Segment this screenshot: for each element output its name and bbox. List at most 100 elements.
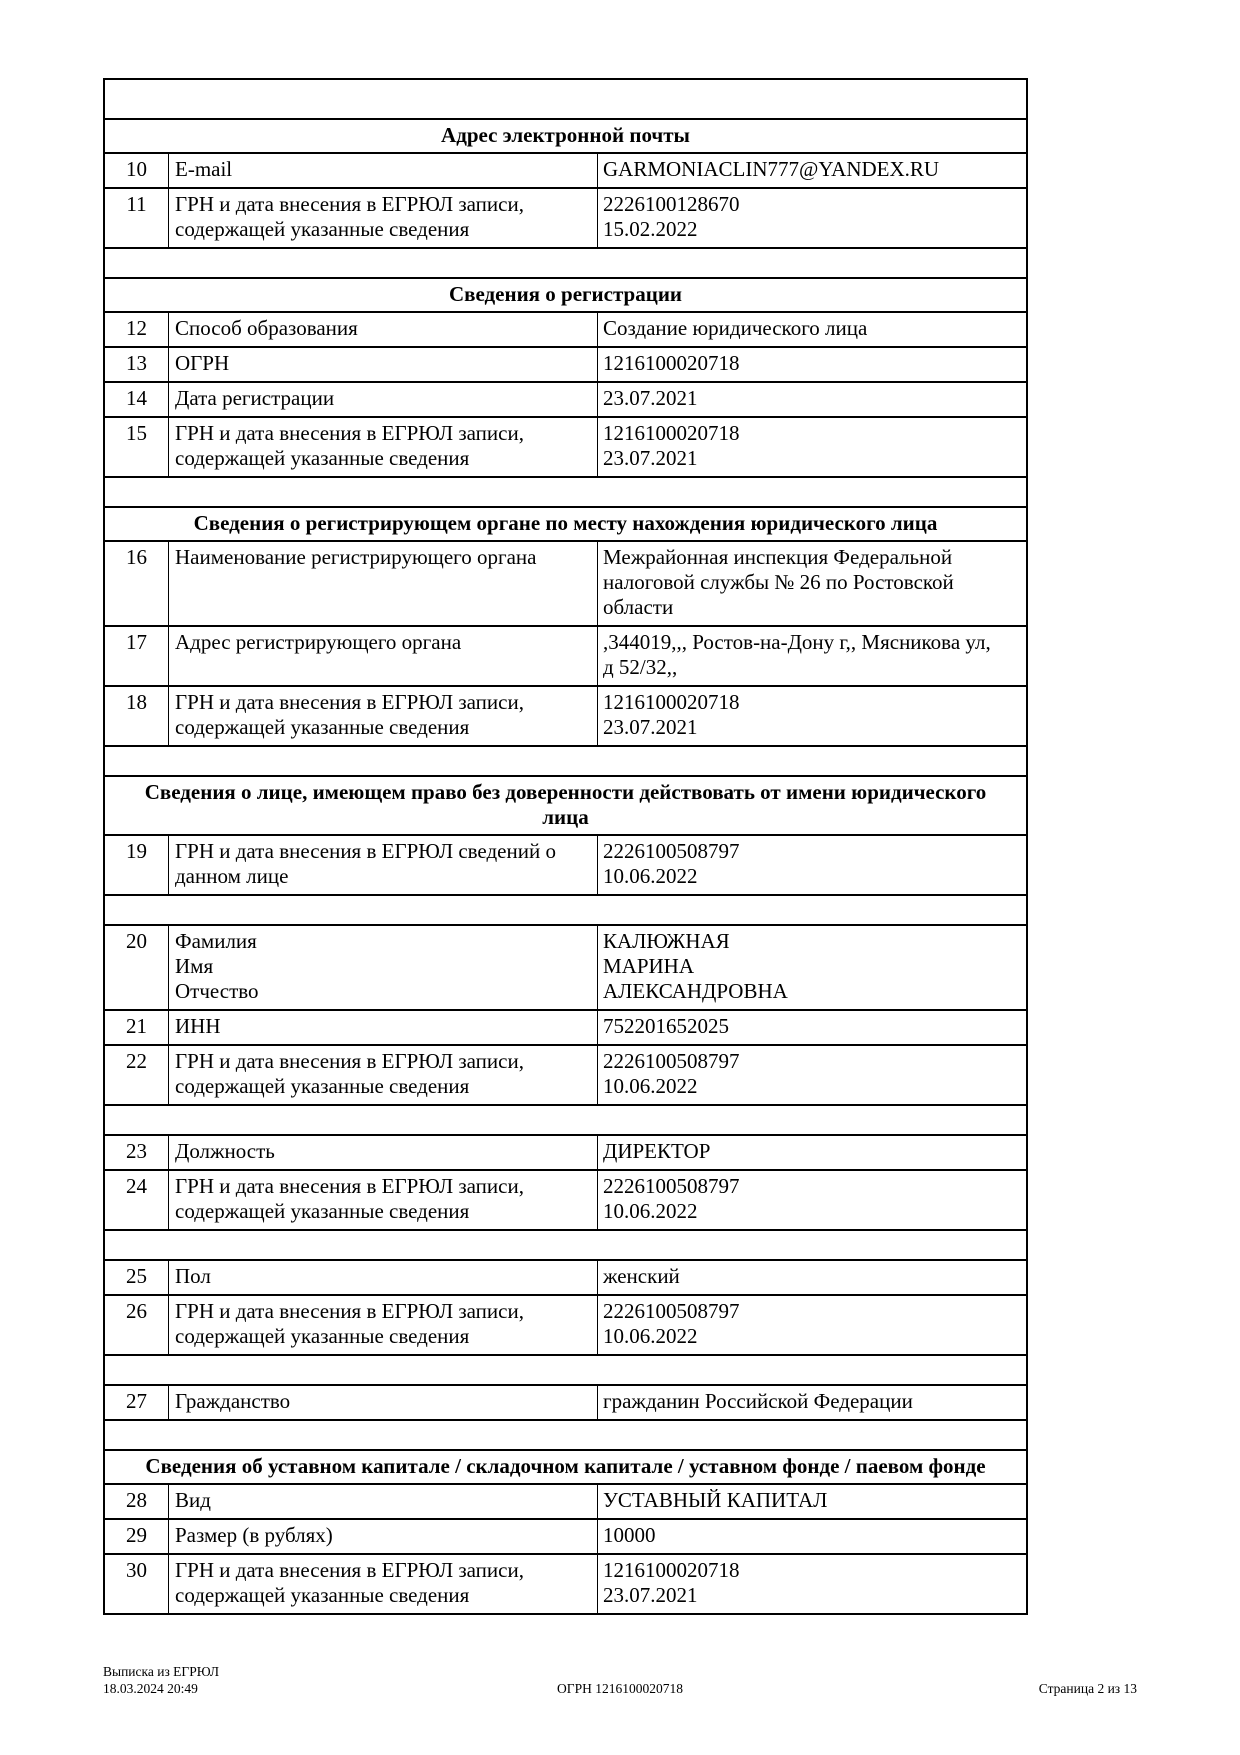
footer-datetime: 18.03.2024 20:49 <box>103 1681 198 1696</box>
row-label: Вид <box>169 1485 598 1518</box>
row-number: 21 <box>105 1011 169 1044</box>
section-header-line: Сведения о регистрации <box>448 282 683 306</box>
row-label-line: Имя <box>175 954 214 978</box>
row-label-line: содержащей указанные сведения <box>175 446 470 470</box>
row-label-line: содержащей указанные сведения <box>175 1324 470 1348</box>
row-number: 28 <box>105 1485 169 1518</box>
separator-row <box>105 747 1026 777</box>
section-header-line: Сведения о лице, имеющем право без довер… <box>144 780 987 804</box>
row-label-line: ОГРН <box>175 351 230 375</box>
section-header: Сведения о лице, имеющем право без довер… <box>105 777 1026 836</box>
row-value-line: 10.06.2022 <box>603 1324 698 1348</box>
row-value: 10000 <box>598 1520 1026 1553</box>
row-value-line: 23.07.2021 <box>603 1583 698 1607</box>
section-header-line: Сведения об уставном капитале / складочн… <box>145 1454 986 1478</box>
row-value: 1216100020718 23.07.2021 <box>598 418 1026 476</box>
row-value-line: 2226100508797 <box>603 1174 740 1198</box>
row-value: GARMONIACLIN777@YANDEX.RU <box>598 154 1026 187</box>
table-row: 29 Размер (в рублях) 10000 <box>105 1520 1026 1555</box>
table-row: 23 Должность ДИРЕКТОР <box>105 1136 1026 1171</box>
row-value-line: АЛЕКСАНДРОВНА <box>603 979 788 1003</box>
table-row: 30 ГРН и дата внесения в ЕГРЮЛ записи, сод… <box>105 1555 1026 1613</box>
row-label-line: Наименование регистрирующего органа <box>175 545 537 569</box>
row-label-line: ГРН и дата внесения в ЕГРЮЛ записи, <box>175 192 524 216</box>
separator-row <box>105 249 1026 279</box>
row-number: 15 <box>105 418 169 476</box>
row-label: ИНН <box>169 1011 598 1044</box>
row-number: 26 <box>105 1296 169 1354</box>
row-label-line: ГРН и дата внесения в ЕГРЮЛ записи, <box>175 1049 524 1073</box>
row-value-line: GARMONIACLIN777@YANDEX.RU <box>603 157 940 181</box>
row-label: ГРН и дата внесения в ЕГРЮЛ записи, содер… <box>169 1555 598 1613</box>
row-value: 1216100020718 23.07.2021 <box>598 687 1026 745</box>
row-value-line: 23.07.2021 <box>603 386 698 410</box>
row-label-line: ГРН и дата внесения в ЕГРЮЛ сведений о <box>175 839 556 863</box>
row-number: 30 <box>105 1555 169 1613</box>
row-label: ГРН и дата внесения в ЕГРЮЛ записи, содер… <box>169 687 598 745</box>
row-value-line: 1216100020718 <box>603 1558 740 1582</box>
separator-row <box>105 1421 1026 1451</box>
row-label-line: Способ образования <box>175 316 358 340</box>
row-value-line: 1216100020718 <box>603 690 740 714</box>
row-value: 1216100020718 23.07.2021 <box>598 1555 1026 1613</box>
row-label-line: ГРН и дата внесения в ЕГРЮЛ записи, <box>175 690 524 714</box>
separator-row <box>105 1231 1026 1261</box>
separator-row <box>105 478 1026 508</box>
row-number: 22 <box>105 1046 169 1104</box>
row-value: КАЛЮЖНАЯ МАРИНА АЛЕКСАНДРОВНА <box>598 926 1026 1009</box>
row-label-line: Дата регистрации <box>175 386 335 410</box>
row-value: гражданин Российской Федерации <box>598 1386 1026 1419</box>
row-label-line: ИНН <box>175 1014 221 1038</box>
row-label-line: содержащей указанные сведения <box>175 1199 470 1223</box>
row-value: 23.07.2021 <box>598 383 1026 416</box>
row-label: Пол <box>169 1261 598 1294</box>
separator-row <box>105 80 1026 120</box>
row-label-line: Вид <box>175 1488 211 1512</box>
section-header: Сведения о регистрации <box>105 279 1026 313</box>
row-value: 752201652025 <box>598 1011 1026 1044</box>
row-label: Дата регистрации <box>169 383 598 416</box>
footer-doc-type: Выписка из ЕГРЮЛ <box>103 1664 220 1679</box>
row-value-line: Создание юридического лица <box>603 316 868 340</box>
row-value-line: 1216100020718 <box>603 351 740 375</box>
row-number: 10 <box>105 154 169 187</box>
table-row: 18 ГРН и дата внесения в ЕГРЮЛ записи, сод… <box>105 687 1026 747</box>
row-value: 2226100508797 10.06.2022 <box>598 1296 1026 1354</box>
table-row: 25 Пол женский <box>105 1261 1026 1296</box>
row-value-line: 2226100508797 <box>603 839 740 863</box>
row-label-line: содержащей указанные сведения <box>175 1074 470 1098</box>
row-label-line: ГРН и дата внесения в ЕГРЮЛ записи, <box>175 1299 524 1323</box>
section-header-line: Адрес электронной почты <box>441 123 690 147</box>
row-label: ГРН и дата внесения в ЕГРЮЛ записи, содер… <box>169 418 598 476</box>
row-number: 27 <box>105 1386 169 1419</box>
table-row: 22 ГРН и дата внесения в ЕГРЮЛ записи, сод… <box>105 1046 1026 1106</box>
section-header-line: Сведения о регистрирующем органе по мест… <box>193 511 938 535</box>
row-number: 25 <box>105 1261 169 1294</box>
row-value-line: 752201652025 <box>603 1014 729 1038</box>
row-value-line: 2226100128670 <box>603 192 740 216</box>
row-label-line: Адрес регистрирующего органа <box>175 630 462 654</box>
separator-row <box>105 1106 1026 1136</box>
row-value: 1216100020718 <box>598 348 1026 381</box>
table-row: 20 Фамилия Имя Отчество КАЛЮЖНАЯ МАРИНА АЛЕКСА… <box>105 926 1026 1011</box>
row-label: ГРН и дата внесения в ЕГРЮЛ сведений о да… <box>169 836 598 894</box>
row-value-line: гражданин Российской Федерации <box>603 1389 913 1413</box>
row-value: Создание юридического лица <box>598 313 1026 346</box>
footer-page-indicator: Страница 2 из 13 <box>1038 1681 1138 1696</box>
row-number: 24 <box>105 1171 169 1229</box>
row-label: Гражданство <box>169 1386 598 1419</box>
row-label: Адрес регистрирующего органа <box>169 627 598 685</box>
row-label-line: Гражданство <box>175 1389 291 1413</box>
row-value-line: 23.07.2021 <box>603 446 698 470</box>
row-value-line: ,344019,,, Ростов-на-Дону г,, Мясникова … <box>603 630 991 654</box>
row-label-line: Размер (в рублях) <box>175 1523 333 1547</box>
row-value-line: 1216100020718 <box>603 421 740 445</box>
row-label-line: содержащей указанные сведения <box>175 1583 470 1607</box>
row-value: ДИРЕКТОР <box>598 1136 1026 1169</box>
table-row: 16 Наименование регистрирующего органа Меж… <box>105 542 1026 627</box>
row-number: 12 <box>105 313 169 346</box>
row-number: 20 <box>105 926 169 1009</box>
row-value-line: д 52/32,, <box>603 655 678 679</box>
table-row: 13 ОГРН 1216100020718 <box>105 348 1026 383</box>
